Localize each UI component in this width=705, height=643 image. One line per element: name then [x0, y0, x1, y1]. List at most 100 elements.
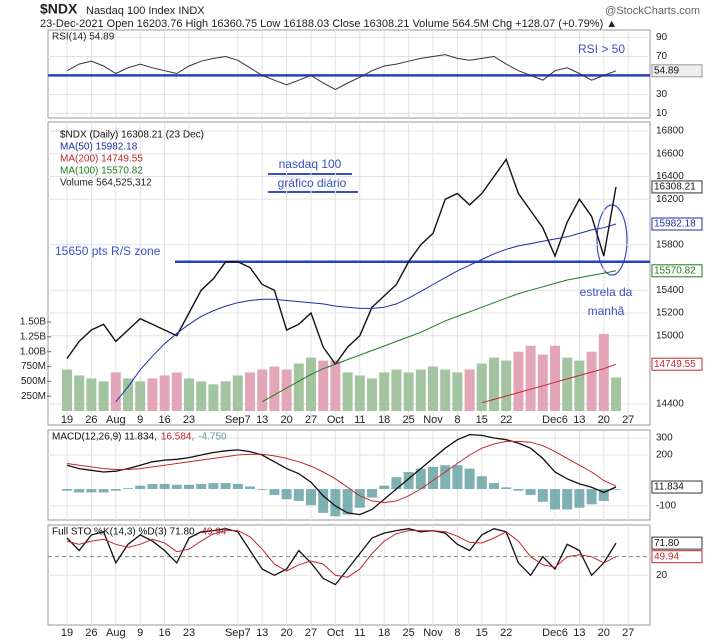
volume-bar: [196, 381, 207, 411]
x-tick-label: 18: [378, 414, 390, 426]
histogram-bar: [354, 489, 365, 508]
volume-bar: [86, 378, 97, 411]
value-box: [651, 217, 703, 231]
volume-bar: [379, 372, 390, 411]
histogram-bar: [611, 489, 621, 490]
histogram-bar: [574, 489, 585, 508]
volume-bar: [403, 372, 414, 411]
x-tick-label: 13: [573, 627, 585, 639]
quote: 23-Dec-2021 Open 16203.76 High 16360.75 …: [40, 18, 617, 30]
histogram-bar: [342, 489, 353, 515]
volume-bar: [123, 378, 133, 411]
x-tick-label: 22: [500, 414, 512, 426]
volume-bar: [306, 357, 316, 411]
series-line: [261, 270, 617, 403]
panel-label: 16.584,: [161, 432, 194, 443]
legend-entry: MA(200) 14749.55: [60, 154, 143, 165]
histogram-bar: [171, 484, 182, 490]
x-tick-label: 27: [622, 627, 634, 639]
x-tick-label: 19: [61, 414, 73, 426]
volume-bar: [489, 357, 499, 411]
y-tick-label: 15200: [656, 308, 684, 319]
x-tick-label: 22: [500, 627, 512, 639]
rsi-panel: [47, 29, 651, 119]
value-label: 15570.82: [654, 265, 696, 276]
histogram-bar: [293, 489, 304, 501]
value-label: 54.89: [654, 65, 679, 76]
histogram-bar: [281, 489, 292, 500]
y-tick-label: 1.00B: [20, 346, 46, 357]
histogram-bar: [306, 489, 316, 506]
annotation: manhã: [588, 304, 625, 318]
series-line: [66, 528, 617, 586]
y-tick-label: 250M: [21, 391, 46, 402]
x-tick-label: 16: [158, 414, 170, 426]
symbol: $NDX: [40, 1, 78, 17]
histogram-bar: [269, 489, 280, 495]
series-line: [66, 157, 617, 366]
histogram-bar: [428, 466, 438, 490]
series-line: [115, 223, 617, 403]
y-tick-label: 14400: [656, 399, 684, 410]
volume-bar: [293, 363, 304, 411]
y-tick-label: 300: [656, 433, 673, 444]
legend-entry: $NDX (Daily) 16308.21 (23 Dec): [60, 130, 204, 141]
legend-entry: Volume 564,525,312: [60, 178, 152, 189]
panel-label: MACD(12,26,9) 11.834,: [52, 432, 157, 443]
y-tick-label: 15000: [656, 330, 684, 341]
histogram-bar: [391, 477, 402, 490]
x-tick-label: 18: [378, 627, 390, 639]
value-label: 11.834: [654, 482, 684, 493]
volume-bar: [574, 360, 585, 411]
histogram-bar: [196, 483, 207, 490]
y-tick-label: 15800: [656, 239, 684, 250]
value-label: 49.94: [654, 551, 679, 562]
x-tick-label: Aug: [106, 627, 126, 639]
volume-bar: [464, 369, 475, 411]
volume-bar: [452, 372, 463, 411]
value-label: 14749.55: [654, 359, 696, 370]
histogram-bar: [562, 489, 573, 510]
panel-label: 49.94: [201, 527, 226, 538]
x-tick-label: Aug: [106, 414, 126, 426]
volume-bar: [232, 375, 243, 411]
x-tick-label: 13: [256, 627, 268, 639]
value-box: [651, 550, 703, 564]
volume-bar: [62, 369, 72, 411]
histogram-bar: [123, 488, 133, 490]
volume-bar: [257, 369, 268, 411]
volume-bar: [525, 345, 536, 411]
x-tick-label: Nov: [423, 627, 443, 639]
volume-bar: [440, 369, 451, 411]
y-tick-label: -100: [656, 501, 676, 512]
histogram-bar: [525, 489, 536, 495]
x-tick-label: Dec6: [542, 627, 568, 639]
x-tick-label: 20: [280, 414, 292, 426]
index-name: Nasdaq 100 Index INDX: [86, 5, 205, 17]
x-tick-label: 20: [598, 627, 610, 639]
x-tick-label: 15: [476, 414, 488, 426]
x-tick-label: 27: [622, 414, 634, 426]
volume-bar: [537, 354, 548, 411]
histogram-bar: [550, 489, 560, 510]
volume-bar: [586, 351, 597, 411]
x-tick-label: 26: [85, 627, 97, 639]
annotation: 15650 pts R/S zone: [55, 244, 161, 258]
volume-bar: [110, 372, 121, 411]
volume-bar: [281, 369, 292, 411]
x-tick-label: 16: [158, 627, 170, 639]
price-panel: [47, 121, 651, 426]
volume-bar: [135, 381, 146, 411]
x-tick-label: Nov: [423, 414, 443, 426]
histogram-bar: [415, 468, 426, 490]
y-tick-label: 1.50B: [20, 317, 46, 328]
x-tick-label: 13: [573, 414, 585, 426]
x-tick-label: 8: [454, 414, 460, 426]
x-tick-label: Oct: [327, 414, 344, 426]
x-tick-label: 9: [137, 414, 143, 426]
volume-bar: [428, 366, 438, 411]
x-tick-label: 23: [183, 627, 195, 639]
y-tick-label: 10: [656, 108, 668, 119]
volume-bar: [415, 369, 426, 411]
x-tick-label: Oct: [327, 627, 344, 639]
